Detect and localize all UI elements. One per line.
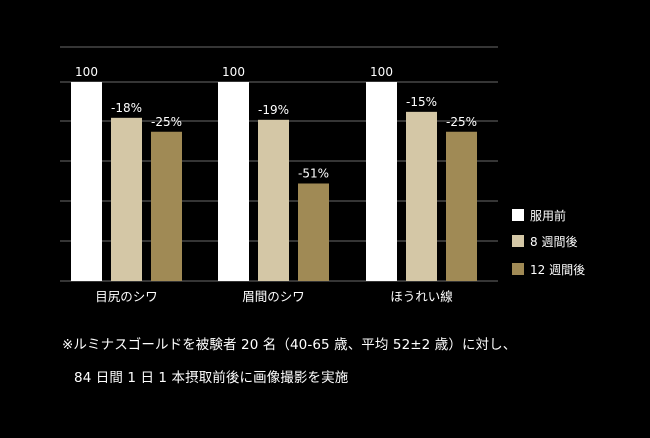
data-label: -18%	[111, 101, 142, 115]
legend-label: 12 週間後	[530, 263, 585, 277]
bar	[218, 82, 249, 281]
data-label: -15%	[406, 95, 437, 109]
legend-swatch	[512, 209, 524, 221]
legend-label: 8 週間後	[530, 235, 577, 249]
bar	[446, 131, 477, 281]
category-label: 眉間のシワ	[242, 289, 305, 304]
footnote-line-2: 84 日間 1 日 1 本摂取前後に画像撮影を実施	[74, 370, 349, 386]
legend: 服用前 8 週間後 12 週間後	[512, 208, 585, 277]
category-label: 目尻のシワ	[95, 289, 158, 304]
data-labels: 100 -18% -25% 100 -19% -51% 100 -15% -25%	[75, 65, 477, 180]
category-labels: 目尻のシワ 眉間のシワ ほうれい線	[95, 289, 453, 304]
data-label: 100	[370, 65, 393, 79]
data-label: -25%	[151, 115, 182, 129]
legend-label: 服用前	[530, 208, 566, 223]
bar	[71, 82, 102, 281]
data-label: -25%	[446, 115, 477, 129]
data-label: -19%	[258, 103, 289, 117]
bar	[298, 183, 329, 281]
bar	[406, 111, 437, 281]
bars	[71, 82, 477, 281]
footnote-line-1: ※ルミナスゴールドを被験者 20 名（40-65 歳、平均 52±2 歳）に対し…	[62, 337, 517, 353]
bar	[151, 131, 182, 281]
legend-swatch	[512, 263, 524, 275]
data-label: -51%	[298, 166, 329, 180]
bar	[258, 119, 289, 281]
legend-swatch	[512, 235, 524, 247]
data-label: 100	[75, 65, 98, 79]
bar	[366, 82, 397, 281]
category-label: ほうれい線	[390, 289, 453, 304]
bar	[111, 117, 142, 281]
data-label: 100	[222, 65, 245, 79]
